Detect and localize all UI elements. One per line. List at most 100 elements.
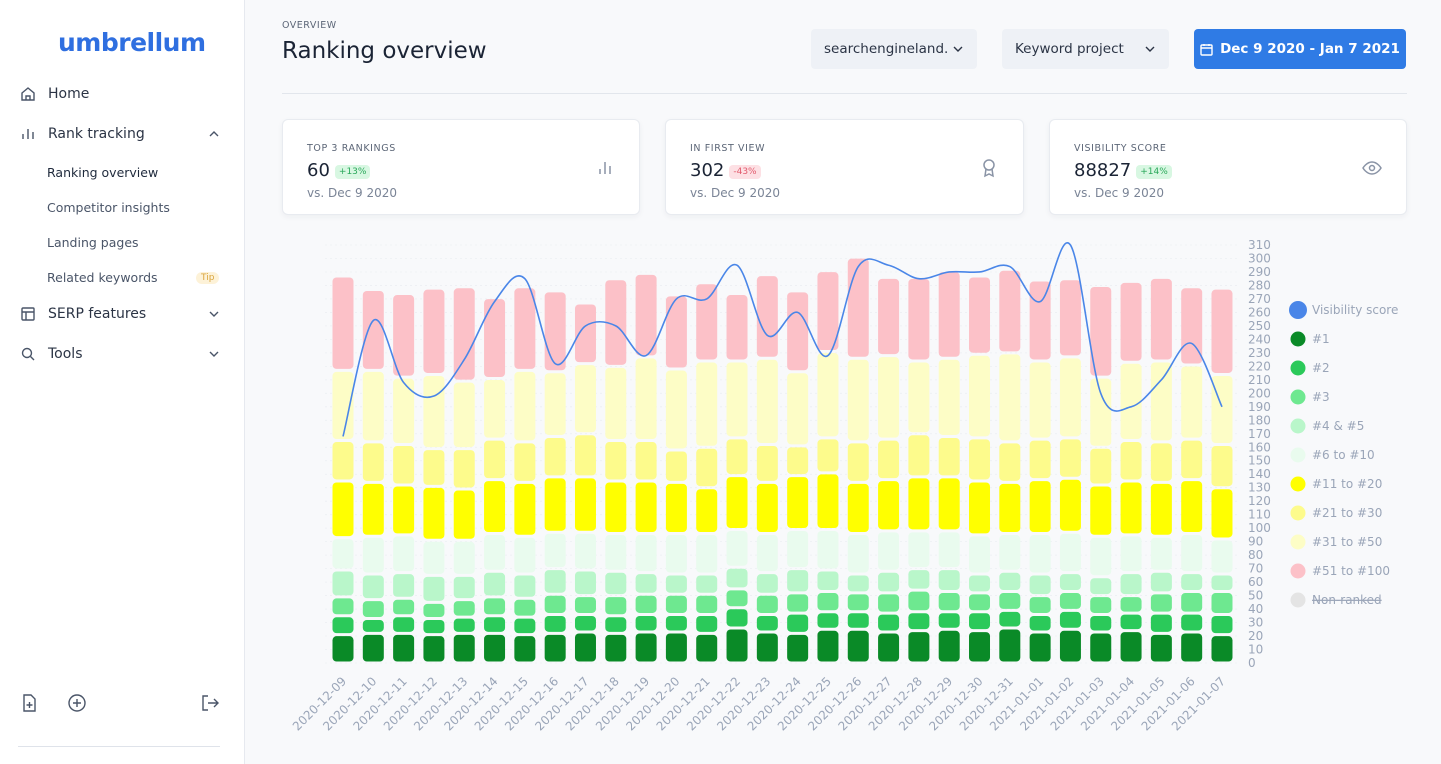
bar-segment — [878, 614, 900, 631]
bar-segment — [1029, 481, 1051, 533]
date-range-button[interactable]: Dec 9 2020 - Jan 7 2021 — [1194, 29, 1406, 69]
bar-segment — [938, 613, 960, 628]
bar-segment — [635, 442, 657, 480]
bar-segment — [1029, 362, 1051, 438]
y-tick-label: 30 — [1248, 616, 1263, 630]
bar-segment — [908, 478, 930, 530]
bar-segment — [514, 537, 536, 573]
y-tick-label: 300 — [1248, 251, 1271, 265]
y-tick-label: 160 — [1248, 440, 1271, 454]
bar-segment — [544, 615, 566, 632]
bar-segment — [1211, 593, 1233, 613]
bar-segment — [605, 280, 627, 365]
bar-segment — [787, 531, 809, 568]
bar-segment — [999, 629, 1021, 662]
bar-segment — [453, 382, 475, 448]
bar-segment — [1059, 593, 1081, 609]
legend-label: Non-ranked — [1312, 593, 1382, 607]
bar-segment — [544, 570, 566, 593]
bar-segment — [423, 289, 445, 373]
y-tick-label: 280 — [1248, 278, 1271, 292]
new-report-icon[interactable] — [20, 694, 38, 712]
bar-segment — [847, 483, 869, 533]
nav-sub[interactable]: Competitor insights — [47, 200, 170, 215]
bar-segment — [1181, 366, 1203, 438]
bar-segment — [544, 437, 566, 476]
bar-segment — [362, 290, 384, 369]
y-tick-label: 220 — [1248, 359, 1271, 373]
bar-segment — [544, 595, 566, 613]
y-tick-label: 0 — [1248, 656, 1256, 670]
bar-segment — [574, 597, 596, 613]
project-dropdown[interactable]: Keyword project — [1002, 29, 1169, 69]
bar-segment — [908, 591, 930, 611]
tip-badge: Tip — [196, 272, 220, 284]
bar-segment — [1029, 615, 1051, 631]
eye-icon — [1362, 161, 1382, 175]
bar-segment — [453, 634, 475, 662]
bar-segment — [1150, 443, 1172, 481]
bar-segment — [484, 299, 506, 377]
bar-segment — [908, 613, 930, 630]
bar-segment — [332, 442, 354, 480]
bar-segment — [332, 636, 354, 662]
divider — [18, 746, 220, 747]
bar-segment — [756, 276, 778, 357]
bar-segment — [1211, 636, 1233, 662]
bar-segment — [332, 371, 354, 440]
bar-segment — [423, 603, 445, 618]
bar-segment — [574, 304, 596, 363]
nav-rank-tracking[interactable]: Rank tracking — [20, 126, 220, 142]
bar-segment — [878, 440, 900, 479]
bar-segment — [635, 274, 657, 356]
bar-segment — [1181, 481, 1203, 533]
stat-card: IN FIRST VIEW 302 -43% vs. Dec 9 2020 — [665, 119, 1024, 215]
bar-segment — [756, 446, 778, 481]
bar-segment — [787, 634, 809, 662]
nav-sub[interactable]: Related keywords — [47, 270, 158, 285]
bar-segment — [393, 295, 415, 376]
bar-segment — [635, 633, 657, 662]
bar-segment — [362, 443, 384, 481]
y-tick-label: 210 — [1248, 373, 1271, 387]
bar-segment — [938, 630, 960, 662]
y-tick-label: 290 — [1248, 265, 1271, 279]
bar-segment — [1120, 482, 1142, 534]
card-label: VISIBILITY SCORE — [1074, 143, 1167, 154]
site-dropdown[interactable]: searchengineland. — [811, 29, 977, 69]
nav-home[interactable]: Home — [20, 86, 220, 102]
bar-segment — [423, 487, 445, 539]
bar-segment — [999, 611, 1021, 627]
bar-segment — [999, 535, 1021, 570]
legend-label: #4 & #5 — [1312, 419, 1364, 433]
y-tick-label: 230 — [1248, 346, 1271, 360]
bar-segment — [332, 598, 354, 615]
nav-tools[interactable]: Tools — [20, 346, 220, 362]
bar-segment — [1059, 611, 1081, 628]
logout-icon[interactable] — [201, 694, 219, 712]
nav-sub[interactable]: Ranking overview — [47, 165, 159, 180]
bar-segment — [1090, 286, 1112, 376]
bar-segment — [1150, 614, 1172, 632]
bar-segment — [787, 594, 809, 612]
bar-segment — [696, 489, 718, 533]
card-note: vs. Dec 9 2020 — [1074, 186, 1165, 200]
nav-sub[interactable]: Landing pages — [47, 235, 139, 250]
bar-segment — [1029, 597, 1051, 613]
nav-serp[interactable]: SERP features — [20, 306, 220, 322]
y-tick-label: 180 — [1248, 413, 1271, 427]
eyebrow: OVERVIEW — [282, 20, 337, 31]
bar-segment — [605, 617, 627, 632]
card-label: IN FIRST VIEW — [690, 143, 766, 154]
bar-segment — [999, 270, 1021, 352]
card-note: vs. Dec 9 2020 — [690, 186, 781, 200]
bar-segment — [1211, 540, 1233, 573]
bar-segment — [969, 482, 991, 534]
bar-segment — [393, 617, 415, 632]
bar-segment — [1059, 358, 1081, 437]
add-icon[interactable] — [68, 694, 86, 712]
bar-segment — [1059, 280, 1081, 356]
logo[interactable]: umbrellum — [58, 28, 206, 57]
bar-segment — [453, 576, 475, 599]
y-tick-label: 70 — [1248, 562, 1263, 576]
